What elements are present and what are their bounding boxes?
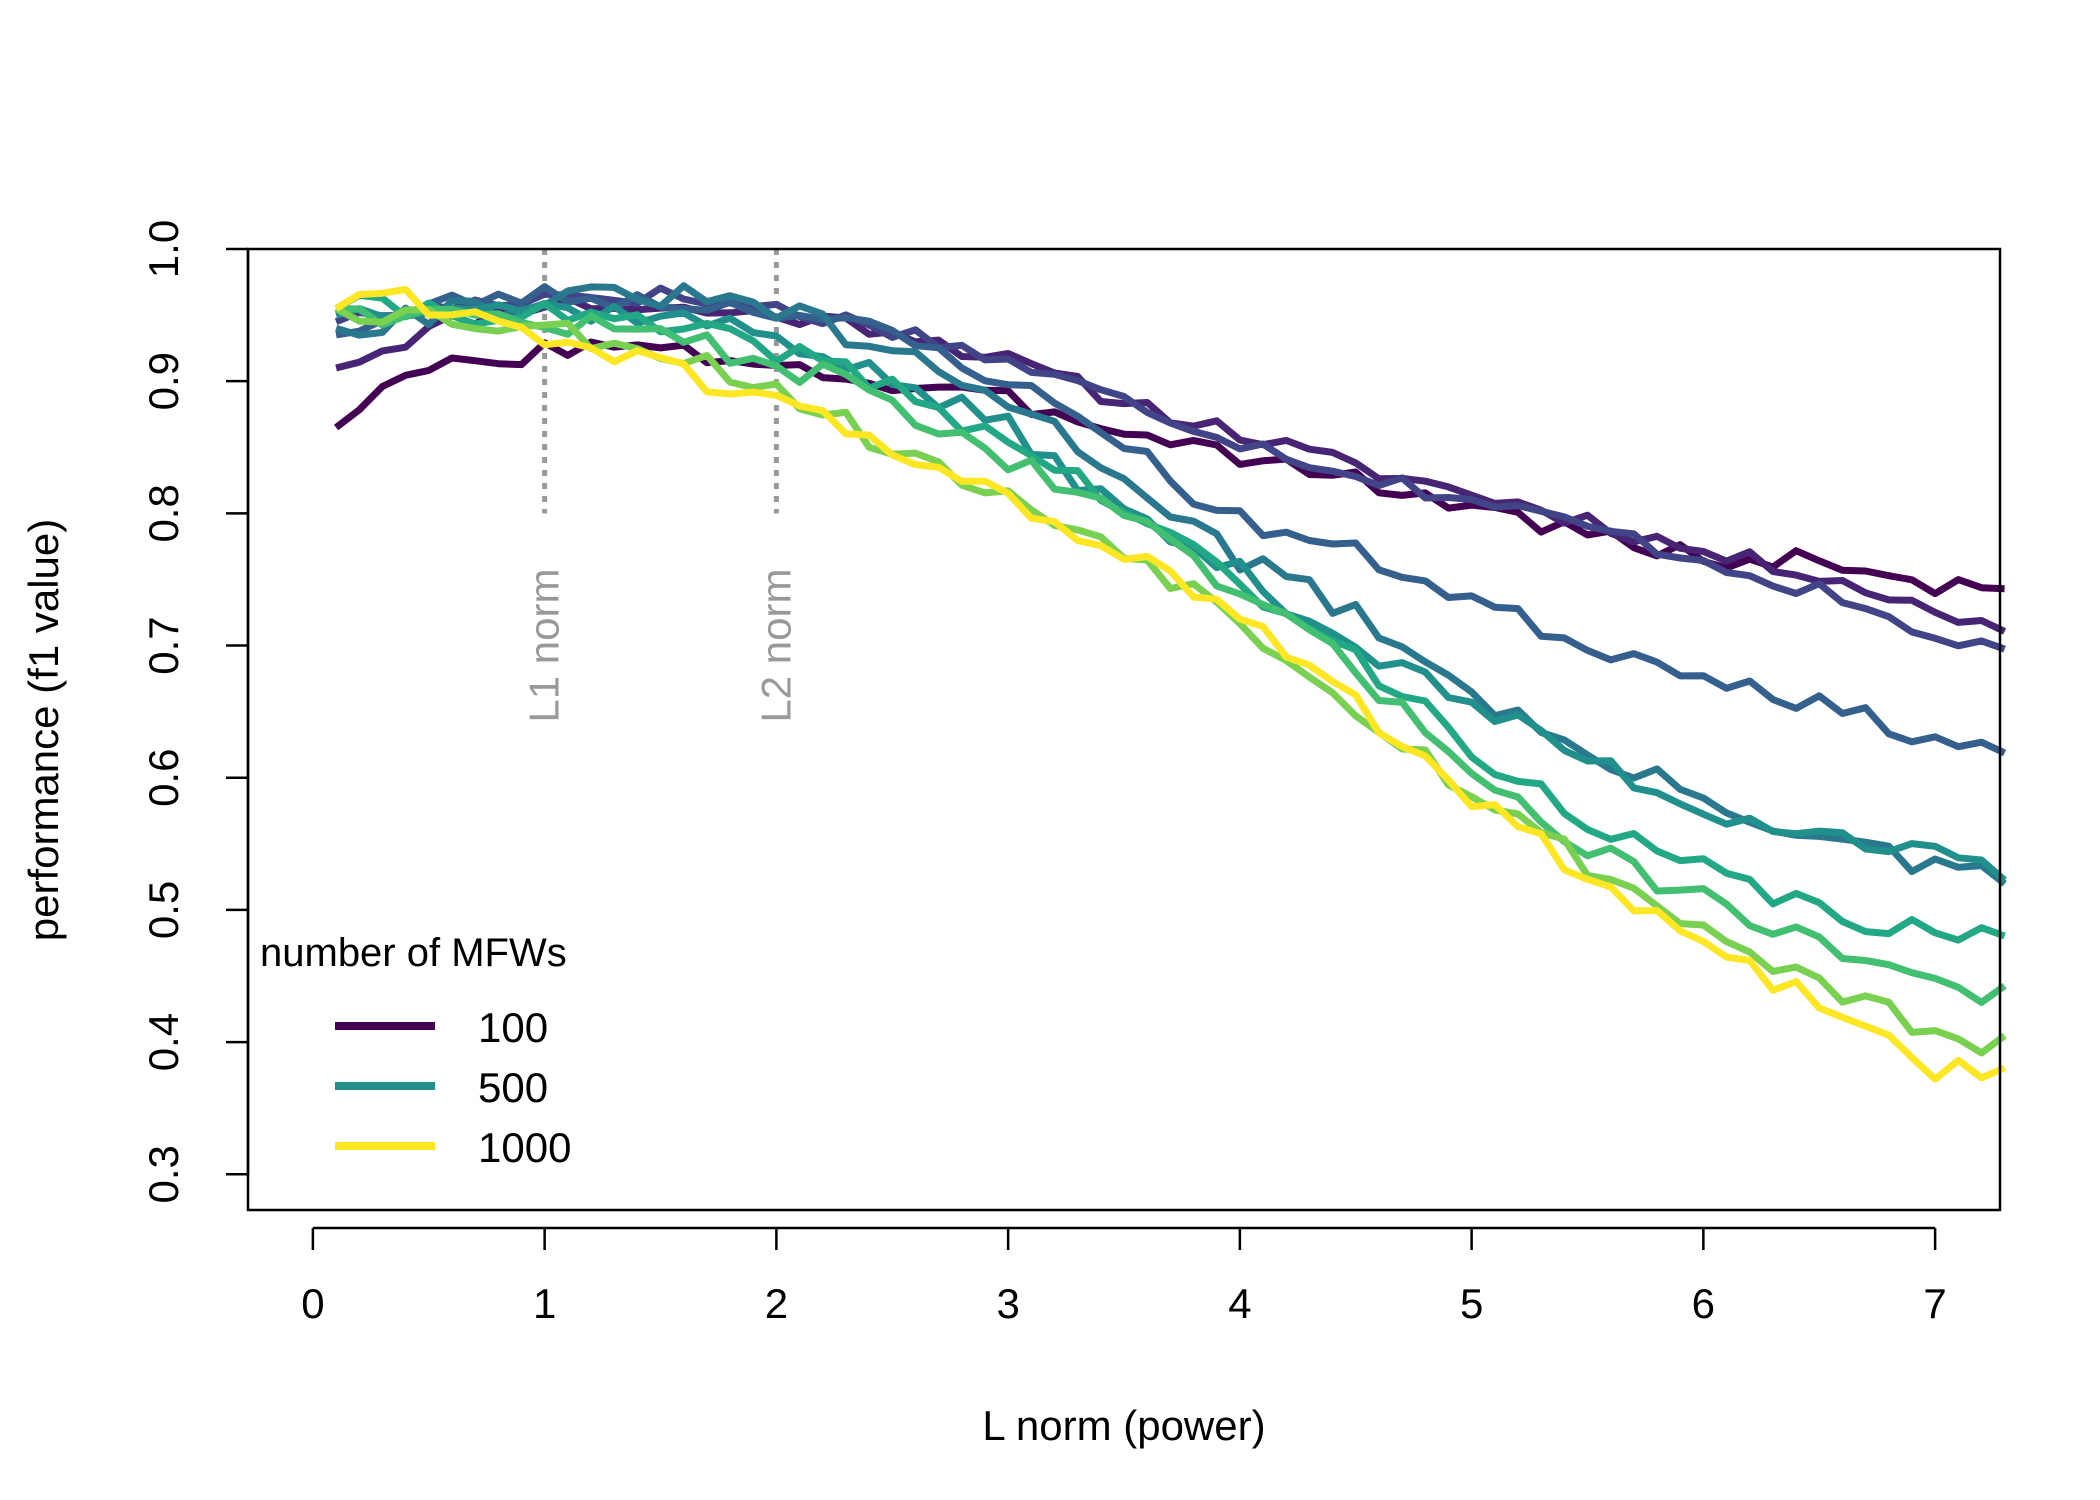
legend-label-1000: 1000: [478, 1124, 571, 1171]
x-tick-label: 0: [301, 1280, 324, 1327]
x-axis-label: L norm (power): [982, 1402, 1265, 1449]
y-tick-label: 0.6: [140, 749, 187, 807]
x-tick-label: 6: [1692, 1280, 1715, 1327]
legend: number of MFWs 100 500 1000: [260, 931, 571, 1171]
y-tick-label: 0.8: [140, 484, 187, 542]
reference-line-label: L1 norm: [521, 569, 568, 723]
x-tick-label: 3: [996, 1280, 1019, 1327]
series-line-3: [334, 284, 2006, 653]
y-tick-label: 0.4: [140, 1013, 187, 1071]
y-tick-label: 0.3: [140, 1145, 187, 1203]
y-tick-label: 0.7: [140, 616, 187, 674]
x-tick-label: 7: [1923, 1280, 1946, 1327]
x-tick-label: 5: [1460, 1280, 1483, 1327]
x-tick-label: 4: [1228, 1280, 1251, 1327]
series-line-5: [335, 282, 2007, 887]
series-line-1: [333, 338, 2005, 598]
series-line-8: [336, 305, 2007, 1006]
legend-title: number of MFWs: [260, 931, 567, 975]
reference-line-label: L2 norm: [752, 569, 799, 723]
legend-label-100: 100: [478, 1004, 548, 1051]
series-layer: [333, 282, 2007, 1083]
series-line-7: [334, 291, 2006, 944]
x-axis: 0 1 2 3 4 5 6 7: [301, 1226, 1947, 1327]
y-axis: 0.3 0.4 0.5 0.6 0.7 0.8 0.9 1.0: [140, 220, 250, 1204]
y-tick-label: 0.5: [140, 881, 187, 939]
x-tick-label: 2: [765, 1280, 788, 1327]
series-line-9: [334, 305, 2007, 1057]
series-line-10: [334, 286, 2006, 1083]
y-tick-label: 0.9: [140, 352, 187, 410]
y-tick-label: 1.0: [140, 220, 187, 278]
y-axis-label: performance (f1 value): [20, 519, 67, 942]
legend-label-500: 500: [478, 1064, 548, 1111]
x-tick-label: 1: [533, 1280, 556, 1327]
